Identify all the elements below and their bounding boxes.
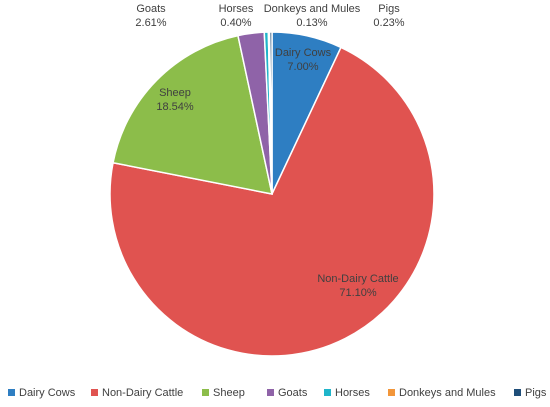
slice-label-name: Goats (136, 3, 166, 15)
pie-slices (109, 31, 435, 357)
slice-label-name: Non-Dairy Cattle (317, 273, 398, 285)
slice-label-value: 7.00% (287, 61, 318, 73)
legend-swatch (388, 389, 395, 396)
slice-label-name: Sheep (159, 87, 191, 99)
slice-label-donkeys-and-mules: Donkeys and Mules 0.13% (264, 3, 361, 29)
legend-item-goats: Goats (267, 387, 308, 399)
legend-swatch (514, 389, 521, 396)
legend-swatch (8, 389, 15, 396)
legend-label: Donkeys and Mules (399, 387, 496, 399)
slice-label-value: 71.10% (339, 287, 377, 299)
slice-label-value: 0.13% (296, 17, 327, 29)
slice-label-name: Dairy Cows (275, 47, 332, 59)
legend-swatch (91, 389, 98, 396)
slice-label-value: 2.61% (135, 17, 166, 29)
slice-labels: Dairy Cows 7.00% Non-Dairy Cattle 71.10% She… (135, 3, 404, 299)
slice-label-value: 0.23% (373, 17, 404, 29)
legend-item-sheep: Sheep (202, 387, 245, 399)
legend-swatch (202, 389, 209, 396)
legend-item-donkeys-and-mules: Donkeys and Mules (388, 387, 496, 399)
legend-label: Pigs (525, 387, 547, 399)
legend-item-pigs: Pigs (514, 387, 547, 399)
legend-label: Goats (278, 387, 308, 399)
slice-label-horses: Horses 0.40% (219, 3, 254, 29)
legend-label: Sheep (213, 387, 245, 399)
pie-slice-pigs (268, 31, 273, 195)
pie-slice-sheep (112, 34, 273, 195)
legend-item-horses: Horses (324, 387, 370, 399)
legend-label: Dairy Cows (19, 387, 76, 399)
legend-item-non-dairy-cattle: Non-Dairy Cattle (91, 387, 183, 399)
slice-label-goats: Goats 2.61% (135, 3, 166, 29)
legend: Dairy Cows Non-Dairy Cattle Sheep Goats Hors… (8, 387, 547, 399)
slice-label-pigs: Pigs 0.23% (373, 3, 404, 29)
legend-swatch (324, 389, 331, 396)
slice-label-name: Donkeys and Mules (264, 3, 361, 15)
slice-label-sheep: Sheep 18.54% (156, 87, 194, 113)
slice-label-non-dairy-cattle: Non-Dairy Cattle 71.10% (317, 273, 398, 299)
legend-label: Non-Dairy Cattle (102, 387, 183, 399)
legend-item-dairy-cows: Dairy Cows (8, 387, 76, 399)
legend-swatch (267, 389, 274, 396)
legend-label: Horses (335, 387, 370, 399)
slice-label-name: Pigs (378, 3, 400, 15)
slice-label-dairy-cows: Dairy Cows 7.00% (275, 47, 332, 73)
pie-slice-non-dairy-cattle (109, 46, 435, 357)
slice-label-value: 18.54% (156, 101, 194, 113)
slice-label-value: 0.40% (220, 17, 251, 29)
slice-label-name: Horses (219, 3, 254, 15)
